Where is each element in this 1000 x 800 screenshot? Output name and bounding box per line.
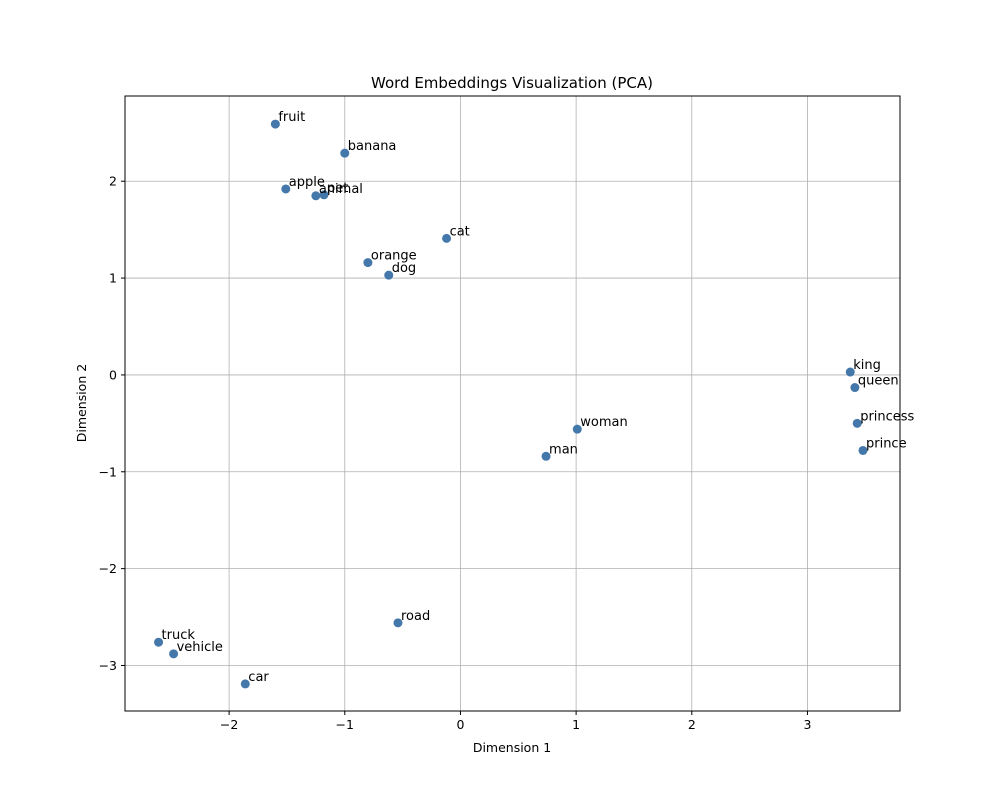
grid-lines [125, 96, 900, 711]
data-point [340, 148, 350, 158]
data-point [319, 190, 329, 200]
x-tick-label: 2 [688, 717, 696, 732]
y-tick-label: 2 [109, 174, 117, 189]
data-point [393, 618, 403, 628]
x-tick-label: −2 [220, 717, 238, 732]
point-label: car [248, 670, 269, 685]
y-tick-label: −3 [99, 658, 117, 673]
point-label: truck [162, 628, 196, 643]
y-tick-label: 0 [109, 367, 117, 382]
data-point [169, 649, 179, 659]
point-label: orange [371, 249, 417, 264]
point-label: banana [348, 139, 397, 154]
data-points [154, 119, 868, 689]
data-point [240, 679, 250, 689]
data-point [541, 451, 551, 461]
point-label: queen [858, 374, 899, 389]
point-label: vehicle [177, 640, 223, 655]
point-label: fruit [278, 110, 305, 125]
data-point [363, 258, 373, 268]
x-tick-label: −1 [336, 717, 354, 732]
y-axis-ticks: −3 −2 −1 0 1 2 [99, 174, 125, 673]
x-tick-label: 1 [572, 717, 580, 732]
data-point [442, 233, 452, 243]
point-label: road [401, 609, 430, 624]
data-point [270, 119, 280, 129]
data-point [858, 445, 868, 455]
point-label: prince [866, 436, 907, 451]
y-axis-label: Dimension 2 [74, 364, 89, 442]
point-label: dog [392, 261, 416, 276]
y-tick-label: −1 [99, 464, 117, 479]
x-tick-label: 0 [456, 717, 464, 732]
point-label: man [549, 442, 578, 457]
data-point [850, 383, 860, 393]
plot-frame [124, 95, 901, 712]
data-point [311, 191, 321, 201]
data-point [154, 637, 164, 647]
data-point [281, 184, 291, 194]
point-label: cat [450, 224, 470, 239]
x-axis-label: Dimension 1 [473, 740, 551, 755]
point-label: princess [860, 409, 914, 424]
point-label: animal [319, 182, 363, 197]
chart-title: Word Embeddings Visualization (PCA) [371, 74, 653, 92]
point-label: pet [327, 181, 348, 196]
x-axis-ticks: −2 −1 0 1 2 3 [220, 711, 811, 732]
point-label: woman [580, 415, 627, 430]
point-label: apple [289, 175, 325, 190]
data-point [572, 424, 582, 434]
data-point [384, 270, 394, 280]
y-tick-label: 1 [109, 271, 117, 286]
data-point [845, 367, 855, 377]
x-tick-label: 3 [803, 717, 811, 732]
data-point [852, 418, 862, 428]
y-tick-label: −2 [99, 561, 117, 576]
point-label: king [853, 358, 881, 373]
